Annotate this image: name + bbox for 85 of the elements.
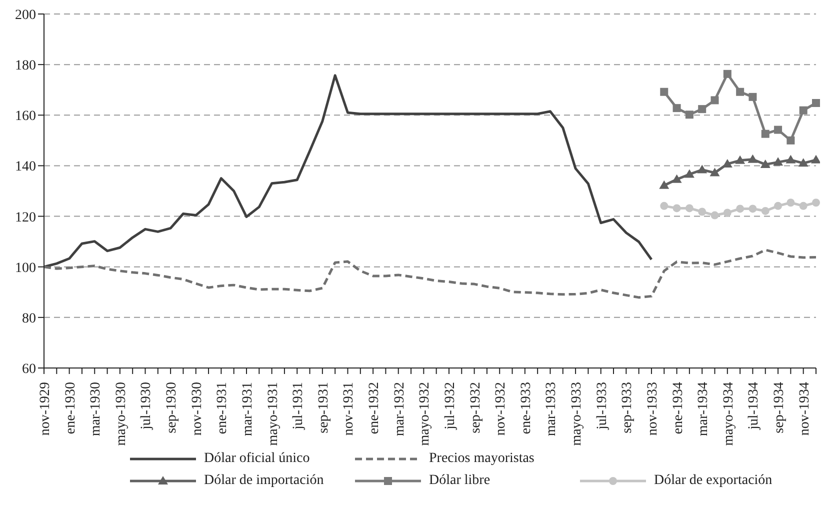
x-tick-label: nov-1929	[38, 382, 53, 436]
y-tick-label: 80	[22, 311, 36, 326]
x-tick-label: mar-1930	[88, 382, 104, 436]
point	[761, 130, 770, 138]
x-tick-label: nov-1933	[645, 382, 660, 436]
point	[660, 88, 668, 96]
point	[698, 208, 706, 216]
x-tick-label: nov-1930	[190, 382, 205, 436]
point	[684, 169, 694, 178]
x-tick-label: jul-1930	[139, 382, 154, 430]
point	[811, 154, 820, 164]
point	[685, 204, 694, 212]
point	[773, 157, 784, 166]
point	[672, 104, 681, 112]
point	[799, 106, 808, 114]
y-tick-label: 160	[15, 109, 36, 124]
point	[672, 174, 682, 183]
point	[786, 154, 796, 164]
x-tick-label: mar-1931	[240, 382, 256, 436]
point	[723, 208, 732, 217]
legend-label: Dólar de exportación	[654, 473, 772, 489]
x-tick-label: sep-1932	[468, 382, 484, 434]
point	[760, 159, 770, 168]
x-tick-label: mayo-1930	[114, 382, 129, 446]
point	[685, 110, 694, 119]
line-series	[42, 74, 653, 268]
point	[748, 154, 758, 163]
point	[698, 105, 706, 114]
x-tick-label: sep-1933	[620, 382, 636, 434]
point	[736, 204, 744, 213]
x-tick-label: jul-1933	[594, 382, 610, 430]
x-tick-label: ene-1934	[670, 382, 686, 434]
y-tick-label: 200	[15, 8, 36, 23]
x-tick-label: mar-1932	[392, 382, 408, 436]
x-tick-label: mayo-1932	[418, 382, 433, 446]
x-tick-label: mayo-1933	[570, 382, 585, 446]
x-tick-label: sep-1930	[164, 382, 180, 434]
point	[774, 202, 782, 210]
point	[786, 198, 795, 207]
point	[736, 88, 744, 96]
point	[799, 202, 808, 210]
x-tick-label: jul-1931	[291, 382, 306, 430]
point	[722, 158, 732, 168]
legend-label: Dólar oficial único	[204, 451, 310, 467]
x-tick-label: jul-1934	[746, 382, 762, 430]
point	[774, 126, 782, 134]
line-series	[42, 248, 818, 299]
x-tick-label: sep-1931	[316, 382, 332, 434]
x-tick-label: nov-1931	[342, 382, 357, 436]
x-tick-label: nov-1932	[494, 382, 509, 436]
point	[660, 202, 668, 210]
point	[697, 164, 708, 174]
x-tick-label: ene-1932	[367, 382, 382, 434]
y-tick-label: 120	[15, 210, 36, 226]
x-tick-label: mar-1933	[544, 382, 560, 436]
x-tick-label: ene-1931	[215, 382, 230, 434]
x-tick-label: ene-1933	[518, 382, 534, 434]
point	[748, 204, 757, 213]
y-tick-label: 100	[15, 260, 36, 276]
x-tick-label: jul-1932	[442, 382, 458, 430]
x-tick-label: mayo-1934	[721, 382, 736, 446]
x-tick-label: sep-1934	[772, 382, 788, 434]
y-tick-label: 140	[15, 160, 36, 175]
point	[710, 96, 719, 104]
point	[672, 204, 681, 212]
point	[761, 206, 770, 215]
x-tick-label: nov-1934	[797, 382, 812, 436]
point	[812, 198, 820, 207]
y-tick-label: 60	[22, 362, 36, 377]
point	[710, 168, 720, 176]
y-tick-label: 180	[15, 58, 36, 74]
x-tick-label: ene-1930	[63, 382, 78, 434]
legend-label: Dólar de importación	[204, 473, 324, 489]
point	[812, 99, 820, 108]
point	[748, 92, 757, 101]
point	[723, 70, 732, 78]
point	[735, 155, 746, 164]
legend-label: Dólar libre	[429, 473, 490, 489]
point	[786, 136, 795, 144]
legend-label: Precios mayoristas	[429, 451, 534, 467]
point	[659, 180, 670, 189]
point	[710, 211, 719, 220]
point	[798, 158, 808, 167]
x-tick-label: mar-1934	[696, 382, 712, 436]
x-tick-label: mayo-1931	[266, 382, 281, 446]
